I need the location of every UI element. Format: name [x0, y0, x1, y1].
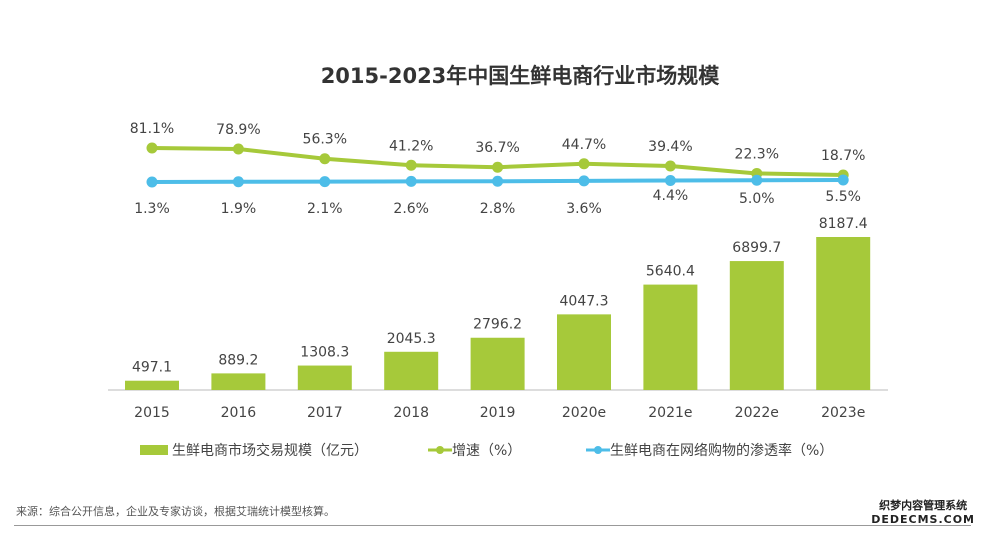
penetration-label: 5.0%	[739, 191, 775, 207]
x-tick-label: 2018	[393, 405, 429, 421]
bar	[729, 261, 784, 390]
legend-bar-swatch	[140, 445, 168, 455]
growth-label: 81.1%	[130, 121, 174, 137]
penetration-point	[232, 176, 244, 188]
penetration-label: 2.1%	[307, 201, 343, 217]
bar	[470, 337, 525, 390]
penetration-point	[405, 175, 417, 187]
bar	[125, 380, 179, 390]
x-tick-label: 2017	[307, 405, 343, 421]
bar-value-label: 2796.2	[473, 317, 522, 333]
growth-label: 22.3%	[735, 146, 779, 162]
bar	[211, 373, 266, 390]
growth-point	[664, 160, 676, 172]
bar	[643, 284, 698, 390]
penetration-label: 1.3%	[134, 201, 170, 217]
growth-point	[146, 142, 158, 154]
source-note: 来源：综合公开信息，企业及专家访谈，根据艾瑞统计模型核算。	[16, 505, 335, 518]
watermark-line2: DEDECMS.COM	[871, 513, 975, 526]
growth-point	[232, 143, 244, 155]
bar	[816, 237, 871, 390]
x-tick-label: 2019	[480, 405, 516, 421]
watermark-line1: 织梦内容管理系统	[879, 499, 968, 512]
legend-line-marker-icon	[586, 446, 610, 454]
divider	[14, 525, 971, 526]
growth-label: 39.4%	[648, 139, 692, 155]
bar-value-label: 1308.3	[300, 345, 349, 361]
growth-label: 56.3%	[303, 132, 347, 148]
legend-label: 生鲜电商在网络购物的渗透率（%）	[610, 443, 834, 459]
penetration-label: 5.5%	[825, 189, 861, 205]
growth-point	[405, 159, 417, 171]
penetration-point	[664, 175, 676, 187]
penetration-point	[319, 176, 331, 188]
growth-point	[578, 158, 590, 170]
growth-point	[492, 161, 504, 173]
watermark-logo: 织梦内容管理系统 DEDECMS.COM	[871, 499, 975, 527]
penetration-point	[751, 174, 763, 186]
x-tick-label: 2022e	[735, 405, 779, 421]
growth-label: 41.2%	[389, 138, 433, 154]
legend-label: 生鲜电商市场交易规模（亿元）	[172, 443, 368, 459]
penetration-label: 2.6%	[393, 201, 429, 217]
penetration-label: 3.6%	[566, 201, 602, 217]
bar-value-label: 8187.4	[819, 216, 868, 232]
legend-item-penetration: 生鲜电商在网络购物的渗透率（%）	[586, 440, 833, 460]
penetration-point	[837, 174, 849, 186]
growth-label: 44.7%	[562, 137, 606, 153]
growth-point	[319, 153, 331, 165]
growth-label: 36.7%	[475, 140, 519, 156]
legend-line-marker-icon	[428, 446, 452, 454]
bar-value-label: 6899.7	[732, 240, 781, 256]
x-tick-label: 2021e	[648, 405, 692, 421]
bar	[384, 351, 439, 390]
penetration-point	[492, 175, 504, 187]
penetration-label: 4.4%	[653, 188, 689, 204]
x-tick-label: 2023e	[821, 405, 865, 421]
bar-value-label: 2045.3	[387, 331, 436, 347]
legend-item-growth: 增速（%）	[428, 440, 521, 460]
x-tick-label: 2015	[134, 405, 170, 421]
growth-label: 18.7%	[821, 148, 865, 164]
bar-value-label: 889.2	[218, 352, 258, 368]
penetration-point	[578, 175, 590, 187]
penetration-point	[146, 176, 158, 188]
bar-value-label: 5640.4	[646, 264, 695, 280]
x-tick-label: 2020e	[562, 405, 606, 421]
chart-title: 2015-2023年中国生鲜电商行业市场规模	[320, 64, 720, 88]
bar	[297, 365, 352, 390]
bar-value-label: 497.1	[132, 360, 172, 376]
bar-value-label: 4047.3	[560, 293, 609, 309]
penetration-label: 2.8%	[480, 201, 516, 217]
x-tick-label: 2016	[221, 405, 257, 421]
legend-item-market-size: 生鲜电商市场交易规模（亿元）	[140, 440, 368, 460]
bar	[557, 314, 611, 390]
legend-label: 增速（%）	[452, 443, 522, 459]
growth-label: 78.9%	[216, 122, 260, 138]
penetration-label: 1.9%	[221, 201, 257, 217]
